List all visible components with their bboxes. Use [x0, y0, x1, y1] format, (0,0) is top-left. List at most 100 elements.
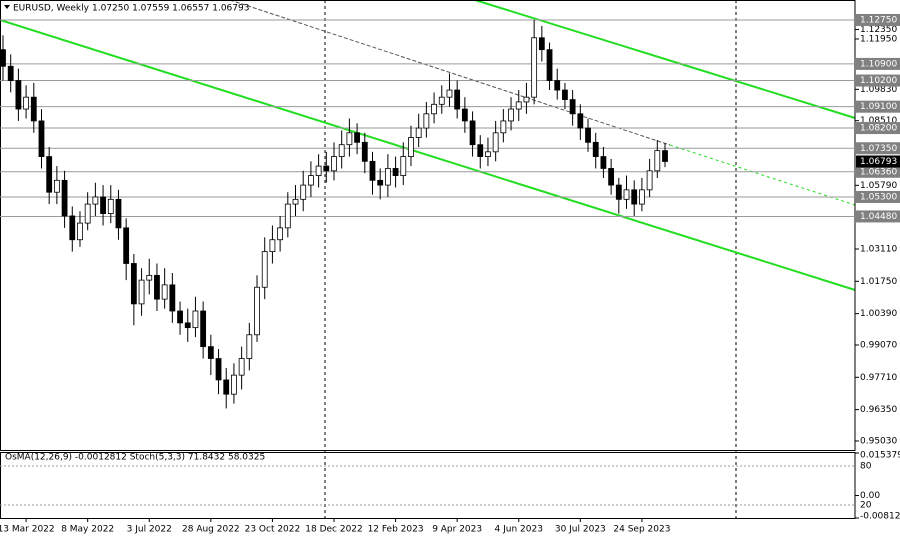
candle-body	[485, 151, 491, 157]
y-tick-label: 1.01750	[860, 277, 897, 287]
x-tick-label: 18 Dec 2022	[305, 525, 363, 535]
indicator-pane-frame	[0, 452, 856, 519]
candle-body	[315, 165, 322, 176]
candle-body	[61, 179, 68, 217]
candle-body	[223, 379, 230, 395]
current-price-label: 1.06793	[860, 157, 897, 167]
y-tick-label: -0.0081281	[860, 512, 900, 522]
candle-body	[207, 346, 214, 359]
candle-body	[600, 156, 607, 169]
y-tick-label: 0.0153796	[860, 451, 900, 461]
candle-body	[438, 96, 445, 105]
level-label-box	[856, 190, 900, 203]
candle-body	[46, 156, 53, 193]
candle-body	[100, 196, 106, 214]
x-tick-label: 13 Mar 2022	[0, 525, 55, 535]
candle-body	[354, 132, 360, 143]
candle-body	[254, 286, 260, 336]
y-tick-label: 0.99070	[860, 340, 897, 350]
candle-body	[292, 198, 299, 205]
ohlc-values: 1.07250 1.07559 1.06557 1.06793	[92, 4, 249, 14]
candle-body	[546, 49, 553, 81]
candle-body	[308, 175, 314, 186]
level-label: 1.09100	[860, 102, 897, 112]
candle-body	[0, 49, 6, 67]
candle-body	[623, 189, 630, 200]
candle-body	[569, 99, 576, 115]
candle-body	[646, 170, 653, 191]
x-tick-label: 23 Oct 2022	[245, 525, 301, 535]
candle-body	[77, 222, 83, 241]
candle-body	[300, 184, 307, 200]
y-tick-label: 1.09830	[860, 85, 897, 95]
candle-body	[492, 132, 499, 153]
candle-body	[454, 89, 461, 110]
candle-body	[515, 101, 522, 110]
y-tick-label: 1.08510	[860, 116, 897, 126]
y-tick-label: 1.05790	[860, 181, 897, 191]
candle-body	[284, 203, 291, 229]
y2-tick-label: 20	[860, 501, 872, 511]
level-label-box	[856, 122, 900, 135]
candle-body	[200, 310, 207, 348]
y-tick-label: 1.03110	[860, 244, 897, 254]
candle-body	[69, 215, 76, 241]
level-label: 1.12750	[860, 15, 897, 25]
candle-body	[38, 120, 45, 157]
x-tick-label: 30 Jul 2023	[555, 525, 606, 535]
trend-line	[229, 0, 671, 146]
x-tick-label: 24 Sep 2023	[613, 525, 670, 535]
candle-body	[146, 274, 153, 281]
candle-body	[392, 168, 399, 176]
candle-body	[500, 120, 507, 134]
candle-body	[608, 168, 615, 186]
level-label-box	[856, 142, 900, 155]
candle-body	[531, 37, 538, 98]
candle-body	[415, 127, 422, 138]
candle-body	[615, 184, 622, 200]
candle-body	[538, 37, 545, 51]
trend-line	[669, 144, 856, 206]
level-label: 1.10200	[860, 76, 897, 86]
level-label: 1.06360	[860, 167, 897, 177]
y-tick-label: 1.11950	[860, 34, 897, 44]
level-label-box	[856, 100, 900, 113]
x-tick-label: 4 Jun 2023	[495, 525, 543, 535]
level-label: 1.08200	[860, 124, 897, 134]
candle-body	[123, 227, 130, 264]
y-tick-label: 1.12350	[860, 25, 897, 35]
candle-body	[238, 358, 245, 376]
candle-body	[361, 141, 368, 162]
candle-body	[338, 144, 345, 157]
x-tick-label: 28 Aug 2022	[182, 525, 240, 535]
candle-body	[408, 137, 414, 157]
candle-body	[631, 189, 638, 205]
candle-body	[92, 196, 99, 205]
y-tick-label: 0.97710	[860, 373, 897, 383]
candle-body	[107, 198, 114, 214]
candle-body	[446, 89, 453, 98]
candle-body	[423, 113, 430, 129]
candle-body	[461, 108, 468, 122]
candle-body	[53, 179, 60, 193]
candle-body	[377, 179, 384, 186]
candle-body	[84, 203, 91, 224]
candle-body	[554, 80, 561, 91]
candle-body	[215, 358, 222, 381]
x-tick-label: 12 Feb 2023	[368, 525, 424, 535]
level-label-box	[856, 13, 900, 26]
candle-body	[192, 310, 199, 329]
level-label: 1.04480	[860, 212, 897, 222]
candle-body	[431, 103, 437, 115]
candle-body	[577, 113, 584, 129]
y-tick-label: 1.00390	[860, 309, 897, 319]
candle-body	[30, 96, 37, 122]
candle-body	[7, 65, 14, 81]
level-label: 1.10900	[860, 59, 897, 69]
current-price-box	[856, 155, 900, 168]
level-label-box	[856, 74, 900, 87]
candle-body	[15, 80, 22, 110]
candle-body	[154, 274, 160, 300]
candle-body	[585, 127, 591, 143]
candle-body	[346, 132, 353, 146]
